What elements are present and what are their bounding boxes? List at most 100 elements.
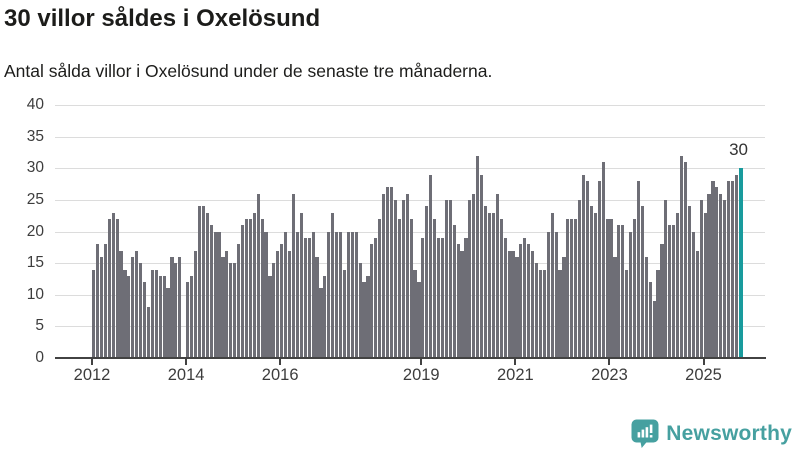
bar — [699, 199, 703, 358]
x-tick — [420, 359, 423, 365]
bar — [523, 237, 527, 358]
bar — [197, 206, 201, 358]
bar — [531, 250, 535, 358]
bar — [409, 218, 413, 358]
page-title: 30 villor såldes i Oxelösund — [4, 5, 321, 32]
brand-footer[interactable]: Newsworthy — [631, 419, 792, 448]
bar — [366, 275, 370, 358]
bar — [668, 225, 672, 358]
bar — [154, 269, 158, 358]
bar — [715, 187, 719, 358]
x-tick — [608, 359, 611, 365]
bar — [727, 180, 731, 358]
bar — [574, 218, 578, 358]
bar — [295, 231, 299, 358]
bar — [276, 250, 280, 358]
bar — [676, 212, 680, 358]
bar — [178, 256, 182, 358]
bar — [625, 269, 629, 358]
bar — [585, 180, 590, 358]
bar — [240, 225, 245, 358]
bar — [386, 187, 390, 358]
bar — [683, 161, 688, 358]
x-tick-label: 2025 — [685, 366, 722, 384]
bar — [652, 301, 656, 358]
bar — [162, 275, 166, 358]
bar — [605, 218, 609, 358]
bar — [170, 256, 174, 358]
bar — [131, 256, 135, 358]
bar — [397, 218, 401, 358]
bar — [511, 250, 515, 358]
bar — [519, 244, 523, 358]
bar — [554, 231, 558, 358]
bar — [111, 212, 115, 358]
bar — [719, 193, 723, 358]
bar — [193, 250, 198, 358]
bar — [229, 263, 233, 358]
gridline — [55, 105, 765, 106]
bar — [346, 231, 350, 358]
bar — [358, 263, 362, 358]
bar — [127, 275, 131, 358]
bar — [452, 225, 456, 358]
y-tick-label: 10 — [26, 285, 44, 303]
last-value-label: 30 — [729, 140, 749, 160]
bar — [534, 263, 539, 358]
bar — [578, 199, 582, 358]
bar — [558, 269, 562, 358]
bar — [444, 199, 448, 358]
bar — [703, 212, 707, 358]
bar — [374, 237, 378, 358]
y-tick-label: 40 — [26, 96, 44, 113]
bar — [448, 199, 452, 358]
bar — [107, 218, 111, 358]
bar — [382, 193, 386, 358]
y-tick-label: 5 — [35, 317, 44, 335]
bar — [503, 237, 507, 358]
bar — [190, 275, 194, 358]
bar — [464, 237, 468, 358]
bar — [142, 282, 147, 358]
bar — [123, 269, 127, 358]
x-tick — [279, 359, 282, 365]
bar — [135, 250, 139, 358]
bar — [436, 237, 441, 358]
bar — [417, 282, 421, 358]
gridline — [55, 136, 765, 138]
bar — [495, 193, 499, 358]
bar — [723, 199, 727, 358]
bar — [425, 206, 429, 358]
bar — [389, 187, 394, 358]
bar — [711, 180, 715, 358]
bar — [288, 250, 292, 358]
y-tick-label: 25 — [26, 190, 44, 208]
x-axis-line — [55, 357, 766, 359]
bar — [119, 250, 123, 358]
bar — [570, 218, 574, 358]
bar — [491, 212, 495, 358]
bar — [562, 256, 566, 358]
bar — [139, 263, 143, 358]
bar — [370, 244, 374, 358]
bar — [601, 161, 605, 358]
bar — [299, 212, 303, 358]
bar — [597, 180, 601, 358]
bar — [640, 206, 644, 358]
bar — [687, 206, 691, 358]
bar — [174, 263, 178, 358]
bar — [256, 193, 260, 358]
bar — [440, 237, 445, 358]
bar — [146, 307, 151, 358]
bar — [315, 256, 319, 358]
y-tick-label: 0 — [35, 349, 44, 366]
bar — [150, 269, 154, 358]
bar — [542, 269, 546, 358]
bar — [589, 206, 593, 358]
bar — [734, 174, 739, 358]
bar — [260, 218, 264, 358]
bar — [213, 231, 217, 358]
x-tick-label: 2019 — [402, 366, 440, 384]
bar — [319, 288, 323, 358]
bar — [429, 174, 433, 358]
